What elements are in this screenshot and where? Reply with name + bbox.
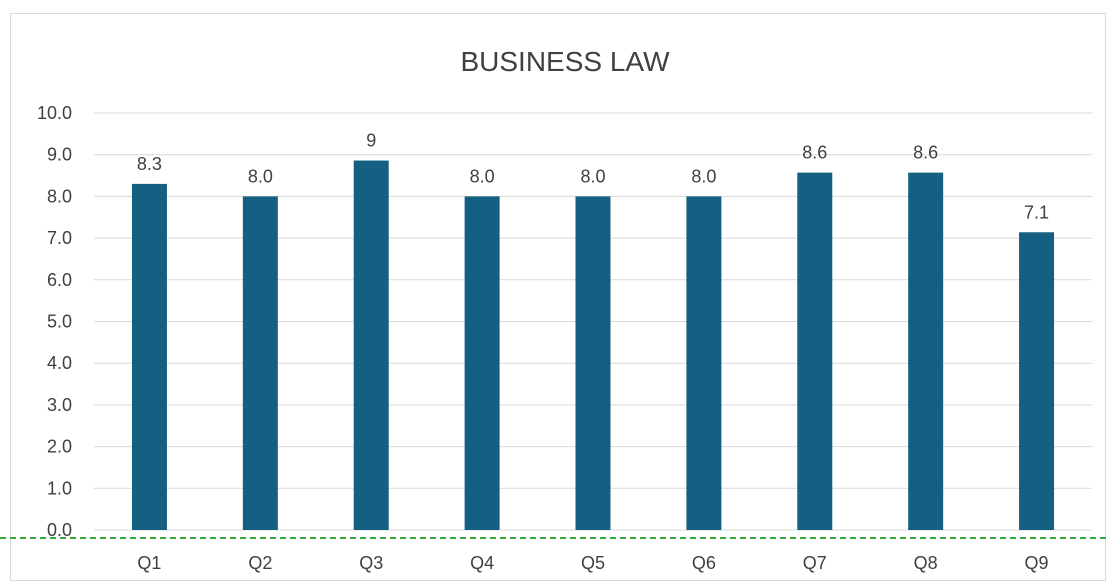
bar-q2 xyxy=(242,196,278,530)
bar-q6 xyxy=(686,196,722,530)
data-labels: 8.3 8.0 9 8.0 8.0 8.0 8.6 8.6 7.1 xyxy=(137,131,1049,223)
data-label-q6: 8.0 xyxy=(691,166,716,186)
y-tick-label: 2.0 xyxy=(47,437,72,457)
x-tick-label-q4: Q4 xyxy=(470,553,494,573)
y-axis-ticks: 0.0 1.0 2.0 3.0 4.0 5.0 6.0 7.0 8.0 9.0 10.0 xyxy=(37,103,72,540)
x-tick-label-q7: Q7 xyxy=(803,553,827,573)
chart-title: BUSINESS LAW xyxy=(460,46,670,77)
y-tick-label: 10.0 xyxy=(37,103,72,123)
data-label-q8: 8.6 xyxy=(913,143,938,163)
bar-q1 xyxy=(131,183,167,530)
x-axis-ticks: Q1 Q2 Q3 Q4 Q5 Q6 Q7 Q8 Q9 xyxy=(137,553,1048,573)
y-tick-label: 8.0 xyxy=(47,186,72,206)
y-tick-label: 0.0 xyxy=(47,520,72,540)
data-label-q3: 9 xyxy=(366,131,376,151)
data-label-q1: 8.3 xyxy=(137,154,162,174)
y-tick-label: 4.0 xyxy=(47,353,72,373)
bar-q4 xyxy=(464,196,500,530)
x-tick-label-q5: Q5 xyxy=(581,553,605,573)
data-label-q7: 8.6 xyxy=(802,143,827,163)
data-label-q9: 7.1 xyxy=(1024,202,1049,222)
y-tick-label: 6.0 xyxy=(47,270,72,290)
x-tick-label-q6: Q6 xyxy=(692,553,716,573)
y-tick-label: 7.0 xyxy=(47,228,72,248)
data-label-q2: 8.0 xyxy=(248,166,273,186)
x-tick-label-q3: Q3 xyxy=(359,553,383,573)
bar-q3 xyxy=(353,160,389,530)
x-tick-label-q1: Q1 xyxy=(137,553,161,573)
bar-q8 xyxy=(908,172,944,531)
x-tick-label-q8: Q8 xyxy=(914,553,938,573)
bar-q7 xyxy=(797,172,833,531)
bar-q5 xyxy=(575,196,611,530)
data-label-q5: 8.0 xyxy=(580,166,605,186)
bars xyxy=(131,160,1055,531)
x-tick-label-q9: Q9 xyxy=(1025,553,1049,573)
bar-q9 xyxy=(1019,232,1055,530)
data-label-q4: 8.0 xyxy=(470,166,495,186)
y-tick-label: 1.0 xyxy=(47,478,72,498)
x-tick-label-q2: Q2 xyxy=(248,553,272,573)
y-tick-label: 3.0 xyxy=(47,395,72,415)
y-tick-label: 9.0 xyxy=(47,145,72,165)
y-tick-label: 5.0 xyxy=(47,312,72,332)
